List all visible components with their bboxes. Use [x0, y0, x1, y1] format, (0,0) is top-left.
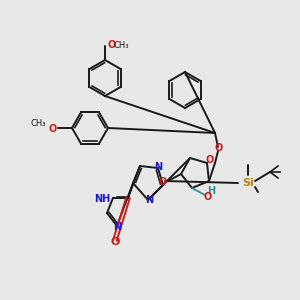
Text: O: O: [159, 177, 167, 187]
Text: O: O: [107, 40, 115, 50]
Text: N: N: [113, 222, 121, 232]
Text: N: N: [154, 162, 162, 172]
Text: CH₃: CH₃: [113, 40, 128, 50]
Text: N: N: [145, 195, 153, 205]
Text: H: H: [207, 186, 215, 196]
Text: CH₃: CH₃: [31, 118, 46, 127]
Text: NH: NH: [94, 194, 110, 204]
Text: O: O: [110, 237, 120, 247]
Text: O: O: [215, 143, 223, 153]
Text: O: O: [204, 192, 212, 202]
Text: O: O: [206, 155, 214, 165]
Text: O: O: [49, 124, 57, 134]
Text: Si: Si: [242, 178, 254, 188]
